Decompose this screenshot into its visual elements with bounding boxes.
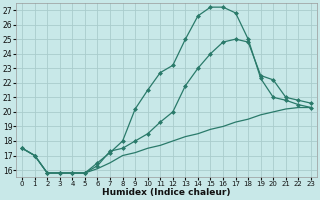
X-axis label: Humidex (Indice chaleur): Humidex (Indice chaleur) xyxy=(102,188,231,197)
